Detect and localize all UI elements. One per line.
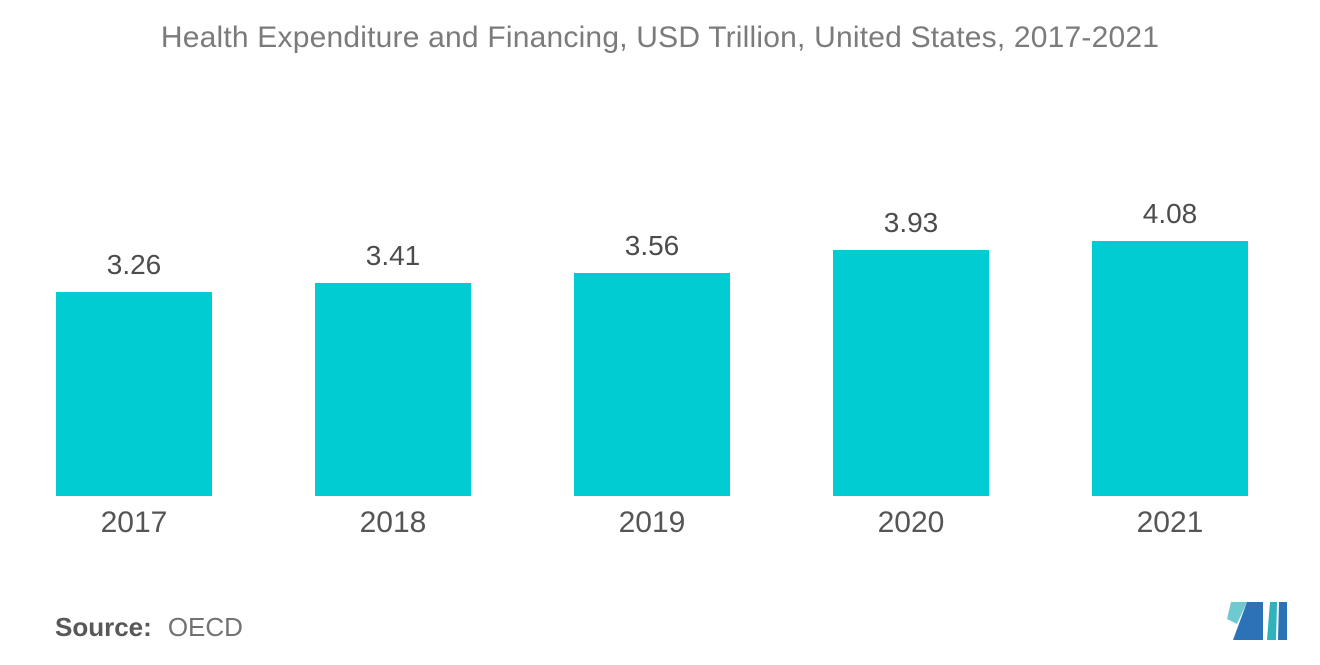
bar-group: 4.08 2021	[1092, 199, 1248, 540]
bar-2021	[1092, 241, 1248, 496]
x-axis-label-2020: 2020	[877, 506, 945, 539]
bar-2020	[833, 250, 989, 496]
source-value: OECD	[167, 612, 243, 642]
bar-group: 3.26 2017	[56, 250, 212, 540]
bar-value-label: 3.93	[883, 207, 939, 238]
chart-title: Health Expenditure and Financing, USD Tr…	[160, 21, 1160, 54]
logo-shape-light-teal	[1227, 602, 1247, 624]
logo-shape-teal	[1267, 602, 1277, 640]
x-axis-label-2017: 2017	[100, 506, 168, 539]
bar-group: 3.41 2018	[315, 241, 471, 540]
logo-shape-dark-blue-right	[1278, 602, 1287, 640]
bar-2018	[315, 283, 471, 496]
logo-shape-dark-blue-main	[1233, 602, 1263, 640]
bar-chart: 3.26 2017 3.41 2018 3.56 2019 3.93 2020 4.08 2021	[56, 0, 1248, 540]
x-axis-label-2019: 2019	[618, 506, 686, 539]
x-axis-label-2021: 2021	[1136, 506, 1204, 539]
bar-group: 3.93 2020	[833, 208, 989, 540]
mordor-intelligence-logo	[1227, 602, 1287, 640]
bar-2019	[574, 273, 730, 496]
bar-value-label: 3.26	[106, 249, 162, 280]
bar-value-label: 3.41	[365, 240, 421, 271]
bar-value-label: 3.56	[624, 230, 680, 261]
source-label: Source:	[55, 612, 152, 642]
bar-value-label: 4.08	[1142, 198, 1198, 229]
bar-2017	[56, 292, 212, 496]
bar-group: 3.56 2019	[574, 231, 730, 540]
x-axis-label-2018: 2018	[359, 506, 427, 539]
source-note: Source: OECD	[55, 610, 243, 644]
